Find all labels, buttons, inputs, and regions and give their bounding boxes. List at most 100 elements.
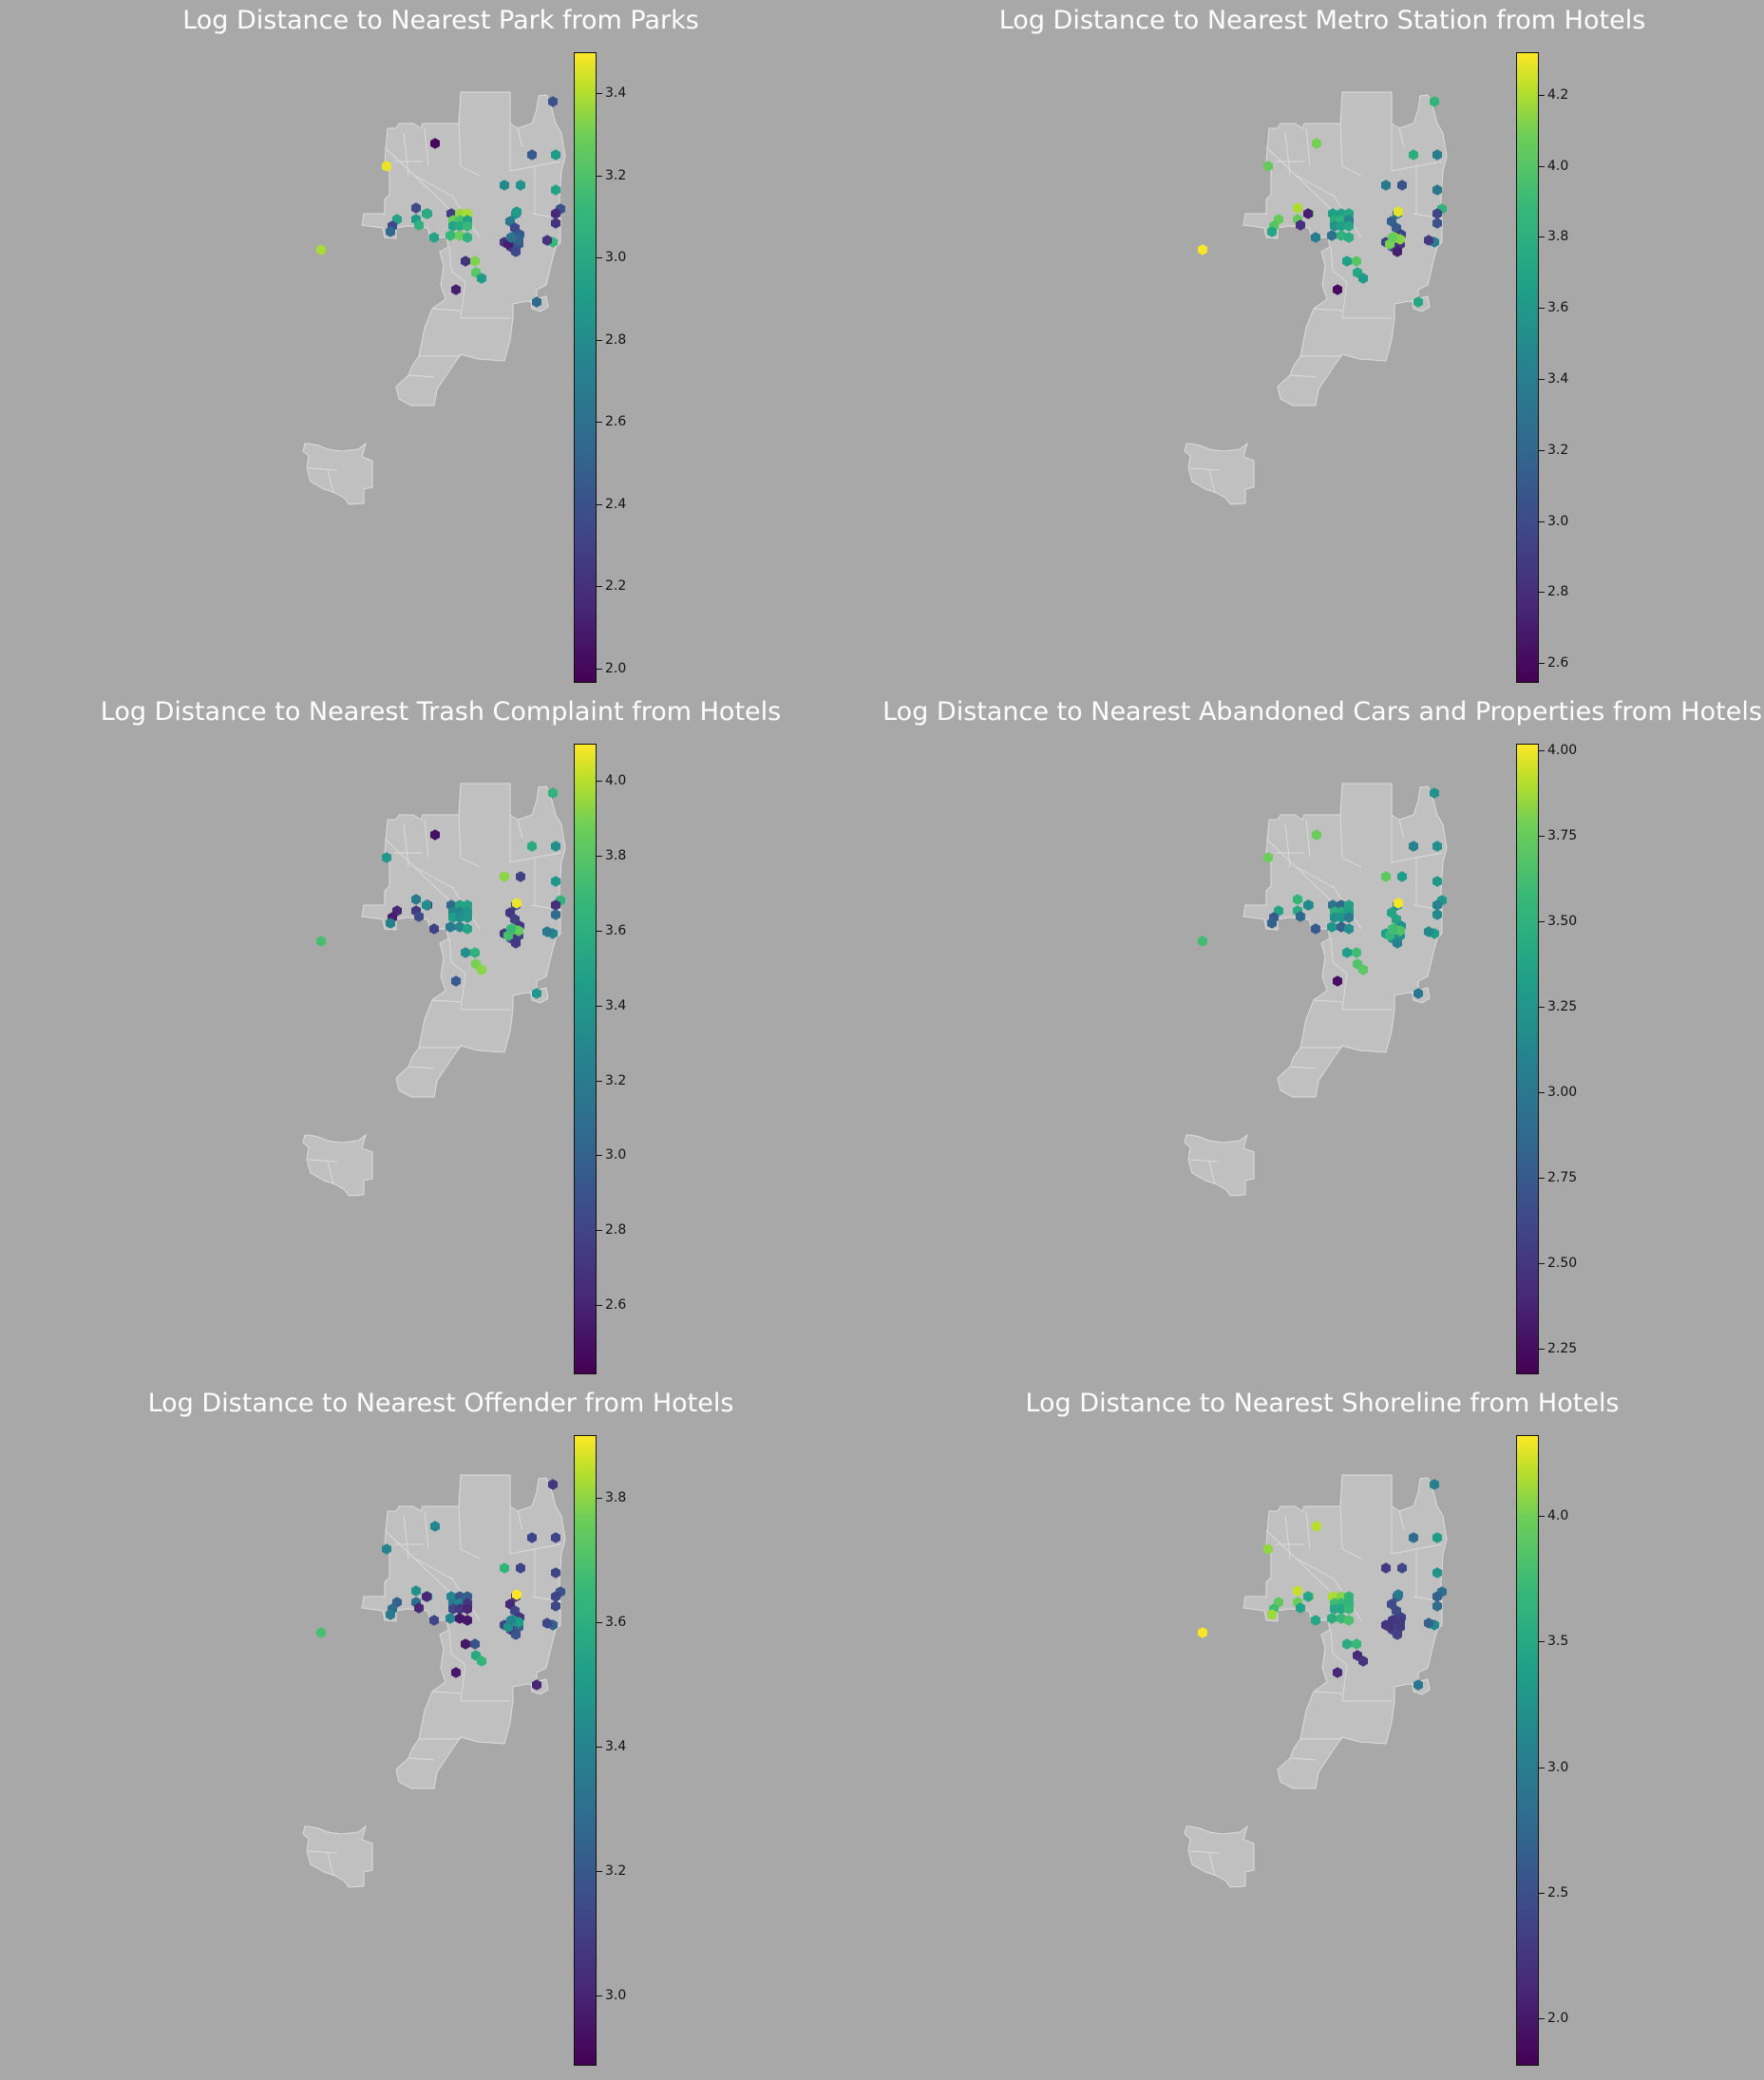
land-area bbox=[361, 783, 566, 1098]
hex-cell bbox=[451, 975, 461, 987]
hex-cell bbox=[1393, 937, 1402, 949]
district-boundary bbox=[517, 1510, 523, 1531]
land-area bbox=[1184, 1825, 1255, 1888]
hex-cell bbox=[1393, 1629, 1402, 1640]
district-boundary bbox=[408, 374, 435, 378]
hex-cell bbox=[1358, 1655, 1368, 1667]
hex-cell bbox=[548, 96, 558, 107]
district-boundary bbox=[534, 161, 561, 167]
hex-cell bbox=[514, 234, 523, 245]
colorbar-tick bbox=[597, 856, 602, 858]
hex-cell bbox=[463, 1615, 472, 1626]
colorbar-tick bbox=[597, 1005, 602, 1007]
hex-cell bbox=[470, 1638, 480, 1650]
hex-cell bbox=[527, 1532, 537, 1543]
colorbar-tick-label: 3.2 bbox=[605, 1072, 627, 1088]
hex-cell bbox=[1430, 96, 1439, 107]
hex-cell bbox=[1388, 923, 1397, 935]
colorbar-tick bbox=[1539, 308, 1545, 310]
land-area bbox=[1242, 91, 1448, 407]
hex-cell bbox=[446, 1613, 455, 1624]
colorbar-tick-label: 3.5 bbox=[1547, 1634, 1569, 1650]
map-panel-trash: Log Distance to Nearest Trash Complaint … bbox=[0, 691, 882, 1385]
district-boundary bbox=[431, 999, 462, 1003]
hex-cell bbox=[551, 1600, 560, 1612]
colorbar-tick bbox=[1539, 379, 1545, 381]
district-boundary bbox=[327, 469, 334, 494]
hex-cell bbox=[1312, 829, 1321, 841]
colorbar-tick bbox=[597, 1080, 602, 1082]
district-boundary bbox=[1289, 1066, 1317, 1069]
hex-cell bbox=[422, 899, 431, 911]
hex-cell bbox=[512, 898, 522, 909]
district-boundary bbox=[448, 1629, 452, 1655]
district-boundary bbox=[448, 937, 452, 963]
hex-cell bbox=[514, 925, 523, 936]
hex-cell bbox=[411, 1585, 421, 1597]
colorbar-tick-label: 3.2 bbox=[1547, 442, 1569, 458]
district-boundary bbox=[1296, 1558, 1336, 1580]
land-area bbox=[302, 1133, 373, 1197]
hex-cell bbox=[1296, 911, 1305, 922]
colorbar-tick-label: 4.2 bbox=[1547, 86, 1569, 103]
hex-cell bbox=[1388, 232, 1397, 243]
colorbar-tick bbox=[597, 669, 602, 671]
hex-cell bbox=[1432, 1532, 1442, 1543]
hex-cell bbox=[532, 1679, 541, 1691]
hex-cell bbox=[1198, 1627, 1207, 1638]
hex-cell bbox=[414, 911, 424, 922]
hex-cell bbox=[1327, 921, 1337, 933]
district-boundary bbox=[1313, 1691, 1343, 1694]
district-boundary bbox=[450, 1653, 466, 1666]
hex-cell bbox=[1344, 220, 1354, 232]
hex-cell bbox=[414, 1602, 424, 1614]
district-boundary bbox=[1313, 308, 1343, 312]
district-boundary bbox=[1415, 161, 1443, 167]
hex-cell bbox=[551, 899, 560, 911]
district-boundary bbox=[1284, 1515, 1291, 1560]
hex-cell bbox=[1333, 1667, 1342, 1678]
district-boundary bbox=[517, 819, 523, 840]
hex-cell bbox=[382, 161, 391, 172]
hex-cell bbox=[511, 1629, 521, 1640]
hex-cell bbox=[386, 1609, 395, 1620]
colorbar-tick bbox=[1539, 592, 1545, 594]
hex-cell bbox=[1358, 964, 1368, 975]
hex-cell bbox=[1432, 184, 1442, 196]
hex-cell bbox=[455, 1603, 465, 1615]
district-boundary bbox=[1339, 1505, 1343, 1550]
colorbar-tick-label: 2.75 bbox=[1547, 1169, 1578, 1185]
hex-cell bbox=[411, 202, 421, 214]
hex-cell bbox=[551, 184, 560, 196]
hex-cell bbox=[1342, 947, 1352, 958]
district-boundary bbox=[1341, 973, 1348, 1011]
district-boundary bbox=[460, 973, 466, 1011]
colorbar-tick-label: 4.0 bbox=[605, 773, 627, 789]
hex-cell bbox=[477, 273, 486, 284]
colorbar-tick bbox=[1539, 1091, 1545, 1093]
land-area bbox=[302, 442, 373, 505]
district-boundary bbox=[1398, 127, 1405, 148]
colorbar-tick-label: 2.6 bbox=[605, 414, 627, 430]
colorbar-tick bbox=[1539, 236, 1545, 238]
hex-cell bbox=[1198, 244, 1207, 255]
hex-cell bbox=[1352, 947, 1361, 958]
district-boundary bbox=[534, 852, 561, 859]
colorbar-tick bbox=[1539, 165, 1545, 167]
district-boundary bbox=[448, 246, 452, 272]
hex-cell bbox=[1432, 899, 1442, 911]
colorbar-tick bbox=[1539, 2018, 1545, 2020]
hex-cell bbox=[411, 894, 421, 905]
district-boundary bbox=[1284, 132, 1291, 177]
district-boundary bbox=[1339, 123, 1343, 167]
district-boundary bbox=[1332, 1653, 1348, 1666]
colorbar-tick-label: 3.8 bbox=[605, 1489, 627, 1505]
colorbar-tick bbox=[597, 503, 602, 505]
hex-cell bbox=[1393, 246, 1402, 257]
colorbar-tick-label: 2.5 bbox=[1547, 1884, 1569, 1900]
hex-cell bbox=[506, 232, 516, 243]
district-boundary bbox=[450, 270, 466, 283]
map-title: Log Distance to Nearest Abandoned Cars a… bbox=[882, 697, 1762, 727]
colorbar-tick bbox=[1539, 1641, 1545, 1643]
colorbar-tick-label: 4.0 bbox=[1547, 158, 1569, 174]
